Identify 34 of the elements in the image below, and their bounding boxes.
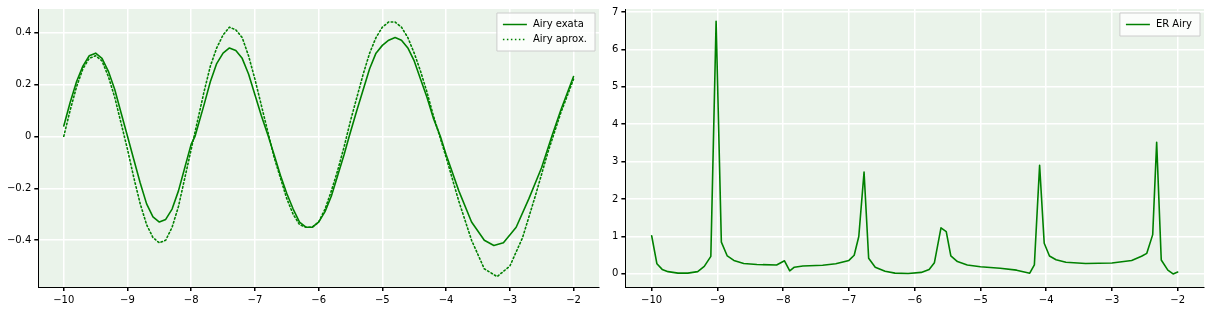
x-tick-label: −4 <box>1038 293 1054 305</box>
y-tick-label: −0.4 <box>6 233 32 245</box>
x-tick-label: −6 <box>907 293 923 305</box>
x-tick-label: −7 <box>841 293 857 305</box>
x-tick-label: −6 <box>311 293 327 305</box>
x-tick-label: −8 <box>775 293 791 305</box>
x-tick-label: −10 <box>53 293 75 305</box>
y-tick-label: 0.4 <box>15 25 32 37</box>
y-tick-label: 0 <box>24 129 32 141</box>
x-tick-label: −8 <box>183 293 199 305</box>
y-tick-label: 1 <box>611 230 619 242</box>
x-tick-label: −4 <box>438 293 454 305</box>
x-tick-label: −3 <box>1104 293 1120 305</box>
legend-label: ER Airy <box>1155 18 1193 30</box>
x-tick-label: −2 <box>566 293 581 305</box>
y-tick-label: 0.2 <box>15 77 32 89</box>
y-tick-label: −0.2 <box>6 181 32 193</box>
y-tick-label: 3 <box>611 155 619 167</box>
legend-label: Airy aprox. <box>532 33 588 45</box>
y-tick-label: 2 <box>611 192 619 204</box>
x-tick-label: −5 <box>374 293 390 305</box>
x-tick-label: −9 <box>120 293 135 305</box>
y-tick-label: 5 <box>611 80 619 92</box>
legend-label: Airy exata <box>532 18 584 30</box>
y-tick-label: 0 <box>611 267 619 279</box>
y-tick-label: 6 <box>611 43 619 54</box>
x-tick-label: −7 <box>247 293 263 305</box>
x-tick-label: −3 <box>502 293 518 305</box>
x-tick-label: −2 <box>1170 293 1186 305</box>
x-tick-label: −5 <box>973 293 988 305</box>
x-tick-label: −9 <box>710 293 725 305</box>
y-tick-label: 7 <box>611 5 619 17</box>
y-tick-label: 4 <box>611 117 619 129</box>
x-tick-label: −10 <box>641 293 663 305</box>
